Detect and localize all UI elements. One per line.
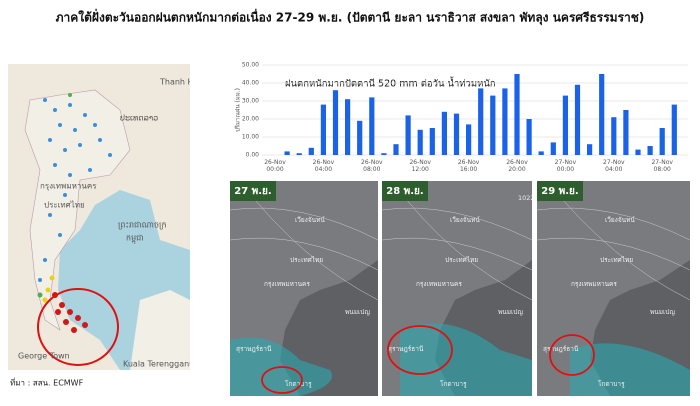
map-label: ព្រះរាជាណាចក្រ xyxy=(118,221,167,230)
map-label: กรุงเทพมหานคร xyxy=(264,280,310,288)
bar xyxy=(550,142,556,155)
bar xyxy=(599,74,605,155)
y-tick-label: 40.00 xyxy=(242,80,259,87)
map-label: เวียงจันทน์ xyxy=(295,216,325,224)
x-tick-label: 26-Nov 16:00 xyxy=(458,159,480,173)
bar xyxy=(538,151,544,155)
x-tick-label: 26-Nov 00:00 xyxy=(264,159,286,173)
map-date: 29 พ.ย. xyxy=(541,186,578,197)
x-tick-label: 27-Nov 04:00 xyxy=(603,159,625,173)
bar xyxy=(526,119,532,155)
map-label: ประเทศไทย xyxy=(44,201,85,210)
y-tick-label: 0.00 xyxy=(246,152,260,159)
bar xyxy=(296,153,302,155)
x-tick-label: 27-Nov 00:00 xyxy=(555,159,577,173)
map-label: พนมเปญ xyxy=(345,308,370,316)
x-tick-label: 26-Nov 04:00 xyxy=(313,159,335,173)
bar xyxy=(635,149,641,155)
bar xyxy=(502,88,508,155)
forecast-maps: 27 พ.ย. เวียงจันทน์ ประเทศไทย กรุงเทพมหา… xyxy=(230,181,690,396)
map-label: เวียงจันทน์ xyxy=(450,216,480,224)
page-title: ภาคใต้ฝั่งตะวันออกฝนตกหนักมากต่อเนื่อง 2… xyxy=(56,9,645,26)
map-label: ประเทศไทย xyxy=(600,256,633,264)
bar xyxy=(332,90,339,155)
bar xyxy=(647,146,653,155)
bar xyxy=(308,147,314,155)
bar xyxy=(284,151,290,155)
map-label: โกตาบารู xyxy=(440,380,467,388)
bar xyxy=(357,120,363,155)
y-axis-label: ปริมาณฝน (มม.) xyxy=(235,88,242,132)
map-label: ประเทศไทย xyxy=(290,256,323,264)
bar xyxy=(623,110,629,155)
bar xyxy=(345,99,351,155)
forecast-map: 28 พ.ย. เวียงจันทน์ ประเทศไทย กรุงเทพมหา… xyxy=(382,181,535,396)
bar xyxy=(490,95,496,155)
bar xyxy=(453,113,460,155)
bar xyxy=(393,144,399,155)
map-label: สุราษฎร์ธานี xyxy=(236,345,272,353)
map-label: ประเทศไทย xyxy=(445,256,478,264)
map-label: George Town xyxy=(18,352,70,361)
map-label: โกตาบารู xyxy=(285,380,312,388)
x-tick-label: 26-Nov 20:00 xyxy=(506,159,528,173)
map-date: 27 พ.ย. xyxy=(234,186,271,197)
map-label: สุราษฎร์ธานี xyxy=(543,345,579,353)
map-label: Kuala Terengganu xyxy=(123,360,194,369)
bar xyxy=(562,95,568,155)
bar xyxy=(587,144,593,155)
bar xyxy=(417,129,423,155)
map-label: កម្ពុជា xyxy=(126,234,144,245)
bar xyxy=(466,124,472,155)
bar xyxy=(514,74,520,155)
y-tick-label: 50.00 xyxy=(242,62,259,69)
map-label: 1022 xyxy=(518,194,535,202)
source: ที่มา : สสน. ECMWF xyxy=(10,377,84,388)
map-label: กรุงเทพมหานคร xyxy=(571,280,617,288)
forecast-map: 27 พ.ย. เวียงจันทน์ ประเทศไทย กรุงเทพมหา… xyxy=(230,181,378,396)
map-date: 28 พ.ย. xyxy=(386,186,423,197)
y-tick-label: 30.00 xyxy=(242,98,259,105)
map-label: กรุงเทพมหานคร xyxy=(416,280,462,288)
map-label: Thanh Hoá xyxy=(159,78,203,87)
bar xyxy=(671,104,677,155)
bar xyxy=(611,117,617,155)
bar xyxy=(441,111,447,155)
rain-station-map: Thanh Hoá ປະເທດລາວ ประเทศไทย กรุงเทพมหาน… xyxy=(8,64,203,370)
bar xyxy=(369,97,375,155)
y-tick-label: 10.00 xyxy=(242,134,259,141)
y-tick-label: 20.00 xyxy=(242,116,259,123)
bar xyxy=(320,104,326,155)
forecast-map: 29 พ.ย. เวียงจันทน์ ประเทศไทย กรุงเทพมหา… xyxy=(537,181,690,396)
bar xyxy=(478,88,484,155)
map-label: พนมเปญ xyxy=(650,308,675,316)
map-label: สุราษฎร์ธานี xyxy=(388,345,424,353)
map-label: ປະເທດລາວ xyxy=(120,114,158,123)
x-tick-label: 27-Nov 08:00 xyxy=(651,159,673,173)
map-label: เวียงจันทน์ xyxy=(605,216,635,224)
rain-chart: ปริมาณฝน (มม.) ฝนตกหนักมากปัตตานี 520 mm… xyxy=(235,62,688,173)
bar xyxy=(381,153,387,155)
map-label: โกตาบารู xyxy=(598,380,625,388)
bar xyxy=(659,128,665,155)
bar xyxy=(429,128,435,155)
bar xyxy=(405,115,411,155)
x-tick-label: 26-Nov 08:00 xyxy=(361,159,383,173)
bar xyxy=(574,84,581,155)
map-label: พนมเปญ xyxy=(498,308,523,316)
x-tick-label: 26-Nov 12:00 xyxy=(409,159,431,173)
map-label: กรุงเทพมหานคร xyxy=(40,182,97,191)
